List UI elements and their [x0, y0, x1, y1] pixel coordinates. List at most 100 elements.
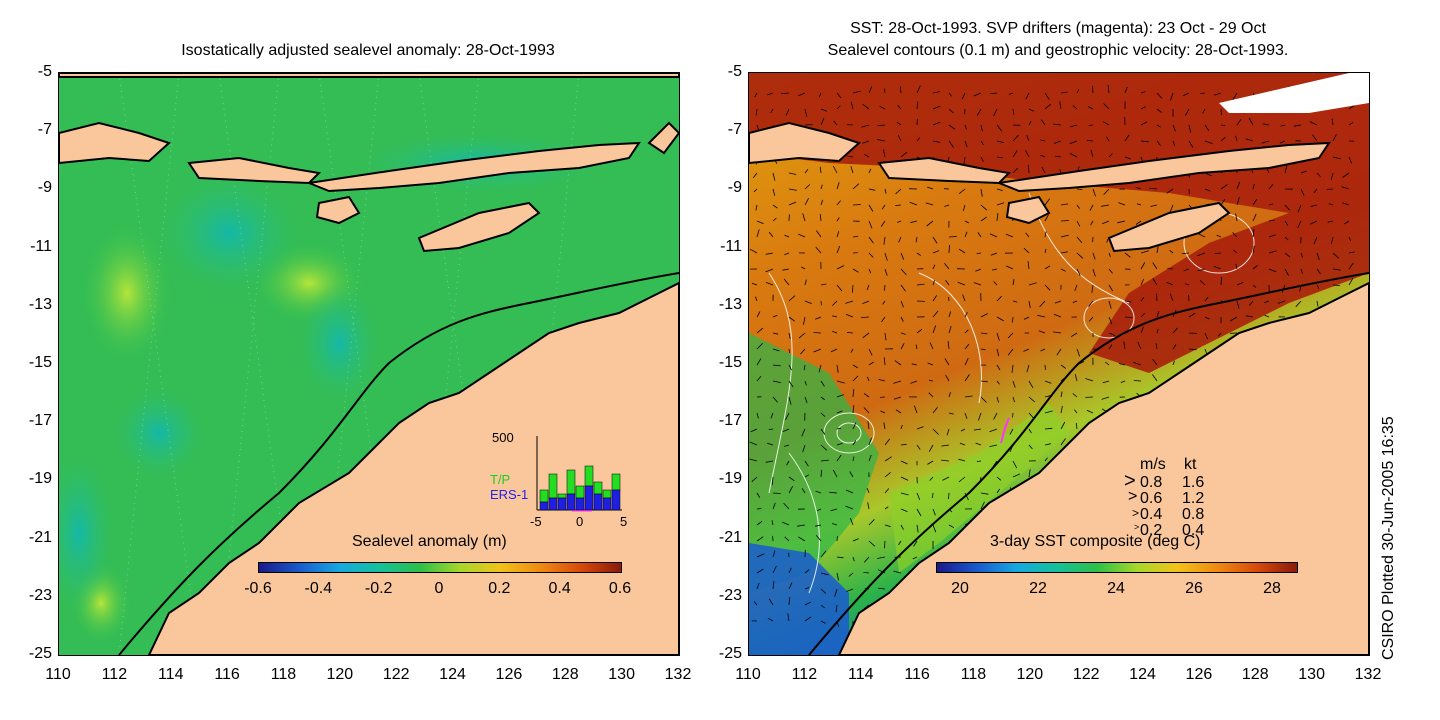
velocity-arrow	[800, 348, 806, 355]
velocity-arrow	[781, 92, 790, 95]
velocity-arrow	[929, 476, 934, 481]
inset-bar-ers	[566, 493, 576, 511]
velocity-arrow	[1309, 121, 1318, 126]
velocity-arrow	[884, 88, 886, 94]
velocity-arrow	[815, 490, 822, 494]
velocity-arrow	[765, 460, 774, 463]
velocity-arrow	[1023, 316, 1030, 320]
velocity-arrow	[820, 604, 825, 609]
velocity-arrow	[852, 268, 859, 273]
velocity-arrow	[1088, 316, 1094, 322]
velocity-arrow	[1089, 204, 1094, 211]
velocity-arrow	[1310, 204, 1318, 207]
velocity-arrow	[1140, 326, 1144, 334]
velocity-arrow	[1044, 457, 1048, 462]
inset-bar-ers	[548, 497, 558, 511]
velocity-arrow	[877, 569, 886, 574]
velocity-arrow	[1202, 108, 1206, 114]
velocity-arrow	[1076, 220, 1081, 227]
velocity-arrow	[990, 92, 998, 94]
velocity-arrow	[932, 250, 940, 254]
velocity-arrow	[1268, 234, 1276, 238]
velocity-arrow	[1140, 313, 1145, 318]
velocity-arrow	[1183, 268, 1190, 272]
velocity-arrow	[916, 508, 922, 517]
velocity-arrow	[964, 492, 969, 501]
velocity-arrow	[964, 358, 969, 366]
velocity-arrow	[1152, 358, 1158, 366]
sla-map-svg	[59, 73, 679, 655]
velocity-arrow	[932, 236, 938, 244]
velocity-arrow	[1183, 92, 1190, 96]
velocity-arrow	[1092, 188, 1096, 197]
inset-bar-tp	[593, 481, 603, 495]
velocity-arrow	[756, 229, 760, 238]
velocity-arrow	[884, 506, 889, 510]
y-tick-label: -19	[28, 470, 52, 488]
velocity-arrow	[1025, 92, 1030, 100]
colorbar-tick-label: -0.4	[304, 580, 333, 597]
velocity-arrow	[1006, 265, 1014, 270]
velocity-arrow	[1028, 380, 1034, 389]
velocity-arrow	[973, 282, 982, 286]
velocity-arrow	[895, 188, 902, 195]
velocity-arrow	[883, 422, 886, 430]
velocity-arrow	[1280, 124, 1286, 127]
velocity-arrow	[948, 311, 952, 318]
velocity-arrow	[1072, 393, 1078, 398]
velocity-arrow	[868, 454, 872, 462]
velocity-arrow	[845, 314, 854, 318]
velocity-arrow	[1313, 236, 1318, 245]
colorbar-tick-label: -0.6	[244, 580, 272, 597]
velocity-arrow	[1060, 234, 1069, 238]
velocity-arrow	[1103, 103, 1110, 110]
velocity-arrow	[895, 409, 902, 414]
velocity-arrow	[1236, 282, 1244, 286]
velocity-arrow	[1107, 85, 1110, 94]
velocity-arrow	[897, 220, 902, 223]
velocity-arrow	[815, 316, 822, 320]
velocity-arrow	[948, 140, 954, 148]
inset-bar-ers	[611, 489, 621, 511]
velocity-arrow	[878, 379, 886, 382]
velocity-arrow	[894, 360, 902, 366]
velocity-arrow	[932, 428, 939, 435]
velocity-arrow	[1044, 198, 1051, 206]
velocity-arrow	[1108, 252, 1111, 258]
velocity-arrow	[948, 236, 957, 238]
velocity-arrow	[1252, 199, 1258, 206]
velocity-arrow	[863, 572, 870, 574]
velocity-arrow	[1229, 316, 1238, 322]
velocity-arrow	[1248, 300, 1254, 306]
velocity-arrow	[788, 597, 791, 606]
velocity-arrow	[1044, 364, 1046, 370]
velocity-arrow	[964, 140, 968, 148]
velocity-arrow	[756, 343, 763, 350]
velocity-arrow	[1235, 263, 1238, 270]
velocity-arrow	[948, 325, 952, 334]
velocity-arrow	[996, 156, 1003, 159]
velocity-arrow	[932, 140, 940, 143]
colorbar-tick-label: 24	[1107, 580, 1125, 597]
velocity-arrow	[788, 172, 797, 175]
velocity-arrow	[948, 492, 950, 500]
velocity-arrow	[883, 357, 886, 366]
velocity-arrow	[852, 375, 859, 382]
velocity-arrow	[884, 438, 891, 446]
velocity-arrow	[798, 233, 806, 238]
velocity-arrow	[993, 108, 998, 117]
velocity-arrow	[797, 524, 806, 527]
velocity-arrow	[820, 117, 825, 126]
velocity-arrow	[1008, 92, 1014, 95]
velocity-arrow	[1268, 268, 1277, 273]
velocity-arrow	[980, 380, 988, 383]
colorbar-tick-label: 26	[1185, 580, 1203, 597]
velocity-arrow	[836, 265, 845, 270]
velocity-arrow	[1086, 409, 1094, 414]
velocity-arrow	[1188, 124, 1192, 133]
velocity-arrow	[1252, 213, 1257, 222]
velocity-arrow	[948, 124, 956, 130]
velocity-arrow	[804, 474, 810, 478]
sla-map[interactable]	[58, 72, 680, 656]
velocity-arrow	[1188, 294, 1190, 302]
